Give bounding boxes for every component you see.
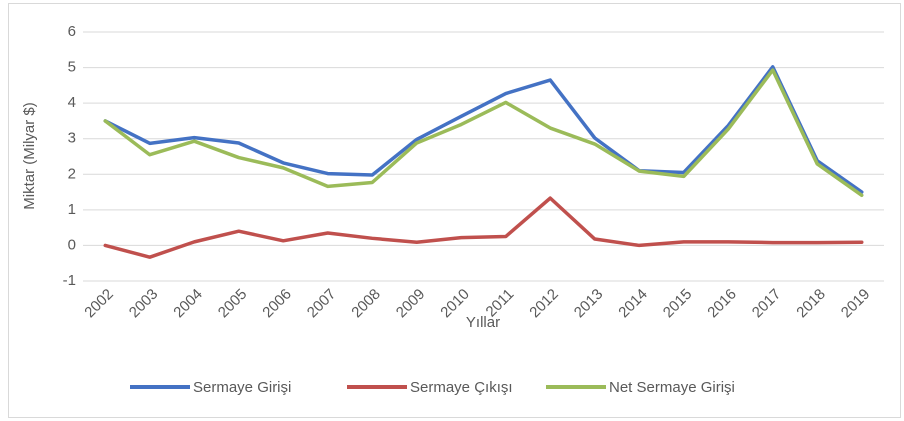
y-tick-label: 2 [68,165,76,182]
y-tick-label: 6 [68,23,76,40]
y-tick-label: 4 [68,94,76,111]
legend-label: Sermaye Girişi [193,379,291,396]
x-axis-title: Yıllar [466,314,500,331]
series-line [103,68,864,198]
series-line [103,196,864,259]
y-tick-label: -1 [63,272,76,289]
y-tick-label: 0 [68,236,76,253]
legend-label: Net Sermaye Girişi [609,379,735,396]
chart-border [8,3,901,418]
y-axis-title: Miktar (Milyar $) [21,102,38,210]
series-line [103,65,864,194]
y-tick-label: 5 [68,59,76,76]
y-tick-label: 1 [68,201,76,218]
y-tick-label: 3 [68,130,76,147]
legend-label: Sermaye Çıkışı [410,379,513,396]
